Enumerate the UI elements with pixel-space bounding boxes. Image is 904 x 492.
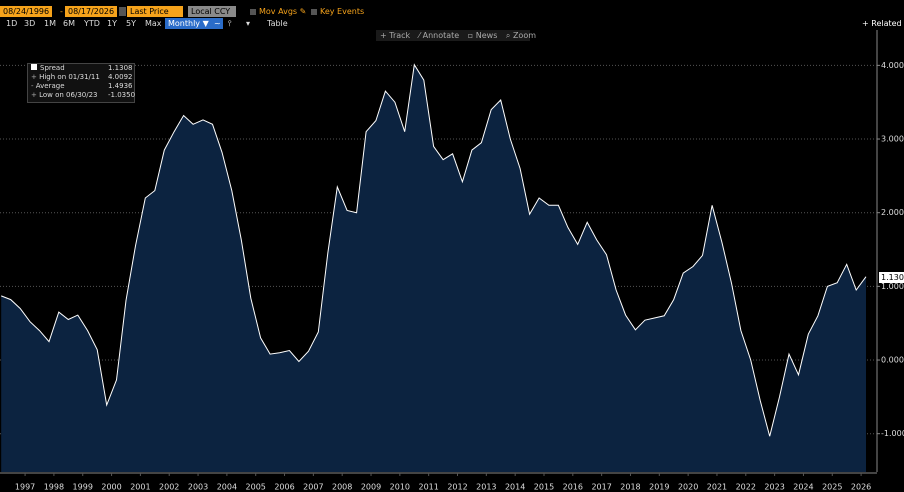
x-tick-label: 2019 — [649, 483, 669, 492]
x-tick-label: 2001 — [130, 483, 150, 492]
news-tool[interactable]: ▫ News — [467, 31, 498, 40]
checkbox[interactable] — [311, 8, 317, 15]
tool-label: Zoom — [512, 31, 537, 40]
legend-label: Spread — [40, 64, 65, 72]
x-tick-label: 1998 — [44, 483, 64, 492]
last-value-label: 1.1308 — [879, 272, 904, 283]
legend-row: Spread 1.1308 — [28, 64, 134, 73]
range-button[interactable]: 1M — [44, 19, 56, 28]
range-button[interactable]: 1D — [6, 19, 18, 28]
legend-value: -1.0350 — [108, 91, 136, 99]
x-tick-label: 2009 — [361, 483, 381, 492]
range-button[interactable]: 3D — [24, 19, 36, 28]
x-tick-label: 2015 — [534, 483, 554, 492]
x-tick-label: 2004 — [217, 483, 237, 492]
y-tick-label: 3.000 — [881, 135, 904, 144]
x-tick-label: 2022 — [736, 483, 756, 492]
x-tick-label: 2011 — [418, 483, 438, 492]
x-tick-label: 2007 — [303, 483, 323, 492]
legend-swatch — [31, 64, 37, 70]
related-button[interactable]: + Related — [862, 19, 902, 28]
x-tick-label: 2010 — [390, 483, 410, 492]
legend-label: High on 01/31/11 — [39, 73, 100, 81]
x-tick-label: 2018 — [620, 483, 640, 492]
x-tick-label: 2020 — [678, 483, 698, 492]
x-tick-label: 2003 — [188, 483, 208, 492]
bar-type-icon[interactable]: ⫯ — [228, 19, 232, 28]
legend-value: 1.4936 — [108, 82, 133, 90]
x-tick-label: 2000 — [101, 483, 121, 492]
tool-bar: + Track ⁄ Annotate ▫ News ⌕ Zoom — [376, 30, 536, 41]
legend-row: + Low on 06/30/23 -1.0350 — [31, 91, 136, 99]
tool-label: News — [475, 31, 498, 40]
mov-avgs-label: Mov Avgs — [259, 7, 298, 16]
x-tick-label: 2024 — [793, 483, 813, 492]
legend-row: + High on 01/31/11 4.0092 — [31, 73, 133, 81]
legend-value: 4.0092 — [108, 73, 133, 81]
range-button[interactable]: 6M — [63, 19, 75, 28]
range-button[interactable]: 1Y — [107, 19, 117, 28]
range-button[interactable]: 5Y — [126, 19, 136, 28]
y-tick-label: 0.000 — [881, 356, 904, 365]
mov-avgs[interactable]: Mov Avgs ✎ — [250, 6, 306, 17]
price-field[interactable]: Last Price — [127, 6, 183, 17]
x-tick-label: 2023 — [764, 483, 784, 492]
y-tick-label: 1.000 — [881, 282, 904, 291]
x-tick-label: 2017 — [591, 483, 611, 492]
currency-field[interactable]: Local CCY — [188, 6, 236, 17]
x-tick-label: 2026 — [851, 483, 871, 492]
add-icon[interactable]: ▾ — [246, 19, 251, 28]
legend-label: Average — [35, 82, 65, 90]
line — [1, 63, 867, 437]
y-tick-label: 2.000 — [881, 208, 904, 217]
x-tick-label: 1999 — [73, 483, 93, 492]
frequency-dropdown[interactable]: Monthly ▼ — [165, 18, 212, 29]
line-type-icon[interactable]: ~ — [211, 18, 223, 29]
range-button[interactable]: YTD — [84, 19, 100, 28]
x-tick-label: 2013 — [476, 483, 496, 492]
x-tick-label: 2002 — [159, 483, 179, 492]
related-label: Related — [871, 19, 902, 28]
legend-value: 1.1308 — [108, 64, 133, 72]
x-tick-label: 2014 — [505, 483, 525, 492]
x-tick-label: 2006 — [274, 483, 294, 492]
tool-label: Track — [389, 31, 411, 40]
range-button[interactable]: Max — [145, 19, 162, 28]
table-button[interactable]: Table — [267, 19, 288, 28]
key-events[interactable]: Key Events — [311, 6, 364, 17]
date-dash: - — [60, 7, 63, 16]
x-tick-label: 2008 — [332, 483, 352, 492]
frequency-label: Monthly — [168, 19, 201, 28]
legend: Spread 1.1308 + High on 01/31/11 4.0092 - … — [27, 63, 135, 103]
x-tick-label: 2016 — [563, 483, 583, 492]
x-tick-label: 2012 — [447, 483, 467, 492]
zoom-tool[interactable]: ⌕ Zoom — [505, 31, 537, 40]
calendar-icon[interactable] — [119, 7, 126, 16]
legend-label: Low on 06/30/23 — [39, 91, 98, 99]
checkbox[interactable] — [250, 8, 256, 15]
y-tick-label: -1.000 — [881, 429, 904, 438]
end-date[interactable]: 08/17/2026 — [65, 6, 118, 17]
track-tool[interactable]: + Track — [380, 31, 411, 40]
key-events-label: Key Events — [320, 7, 365, 16]
annotate-tool[interactable]: ⁄ Annotate — [418, 31, 460, 40]
area — [1, 64, 866, 472]
x-tick-label: 2005 — [246, 483, 266, 492]
tool-label: Annotate — [422, 31, 460, 40]
x-tick-label: 2021 — [707, 483, 727, 492]
start-date[interactable]: 08/24/1996 — [0, 6, 53, 17]
legend-row: - Average 1.4936 — [31, 82, 133, 90]
y-tick-label: 4.000 — [881, 61, 904, 70]
x-tick-label: 1997 — [15, 483, 35, 492]
x-tick-label: 2025 — [822, 483, 842, 492]
